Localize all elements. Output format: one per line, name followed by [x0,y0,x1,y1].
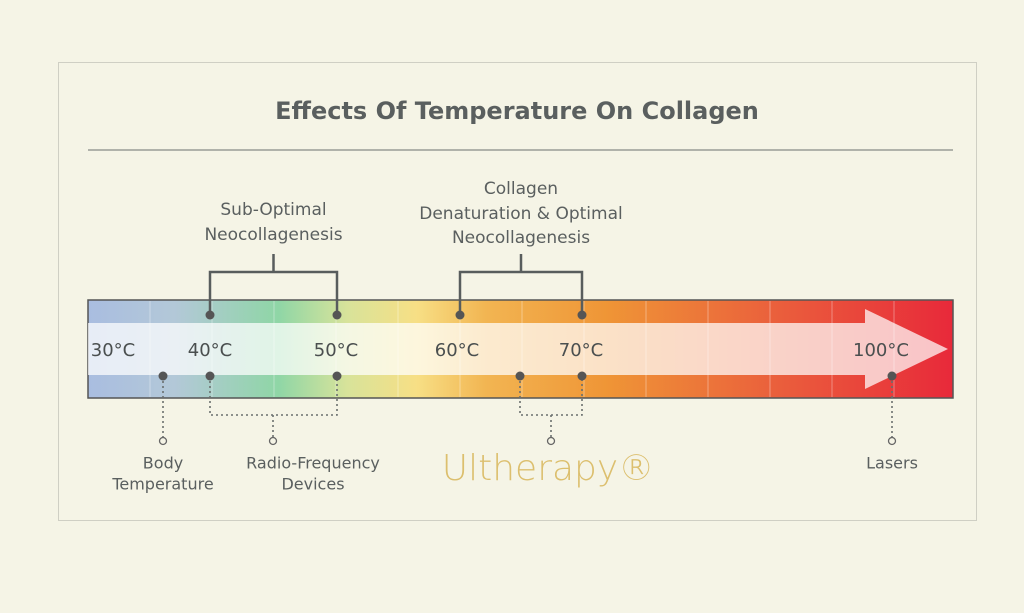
scale-label: 70°C [559,340,603,361]
scale-label: 100°C [853,340,909,361]
scale-label: 30°C [91,340,135,361]
dot [205,371,215,381]
dot [887,371,897,381]
scale-label: 40°C [188,340,232,361]
bracket-label: Denaturation & Optimal [419,204,622,224]
pointer [209,376,338,437]
title: Effects Of Temperature On Collagen [275,97,759,125]
pointer [519,376,583,437]
bracket-label: Collagen [484,179,558,199]
arrow [88,309,948,389]
dot [205,310,215,320]
dot [455,310,465,320]
dot [158,371,168,381]
scale-label: 50°C [314,340,358,361]
dot [577,310,587,320]
device-label: Body [143,454,183,473]
dot [577,371,587,381]
device-label: Temperature [111,475,213,494]
bracket [208,254,339,315]
scale-label: 60°C [435,340,479,361]
bracket [458,254,584,315]
device-label: Ultherapy® [442,448,654,489]
bracket-label: Sub-Optimal [220,200,326,220]
device-label: Lasers [866,454,918,473]
ring [546,436,556,446]
bracket-label: Neocollagenesis [452,228,590,248]
device-label: Devices [281,475,344,494]
ring [887,436,897,446]
frame [58,62,977,521]
dot [515,371,525,381]
ring [268,436,278,446]
dot [332,371,342,381]
device-label: Radio-Frequency [246,454,380,473]
bracket-label: Neocollagenesis [204,225,342,245]
dot [332,310,342,320]
ring [158,436,168,446]
